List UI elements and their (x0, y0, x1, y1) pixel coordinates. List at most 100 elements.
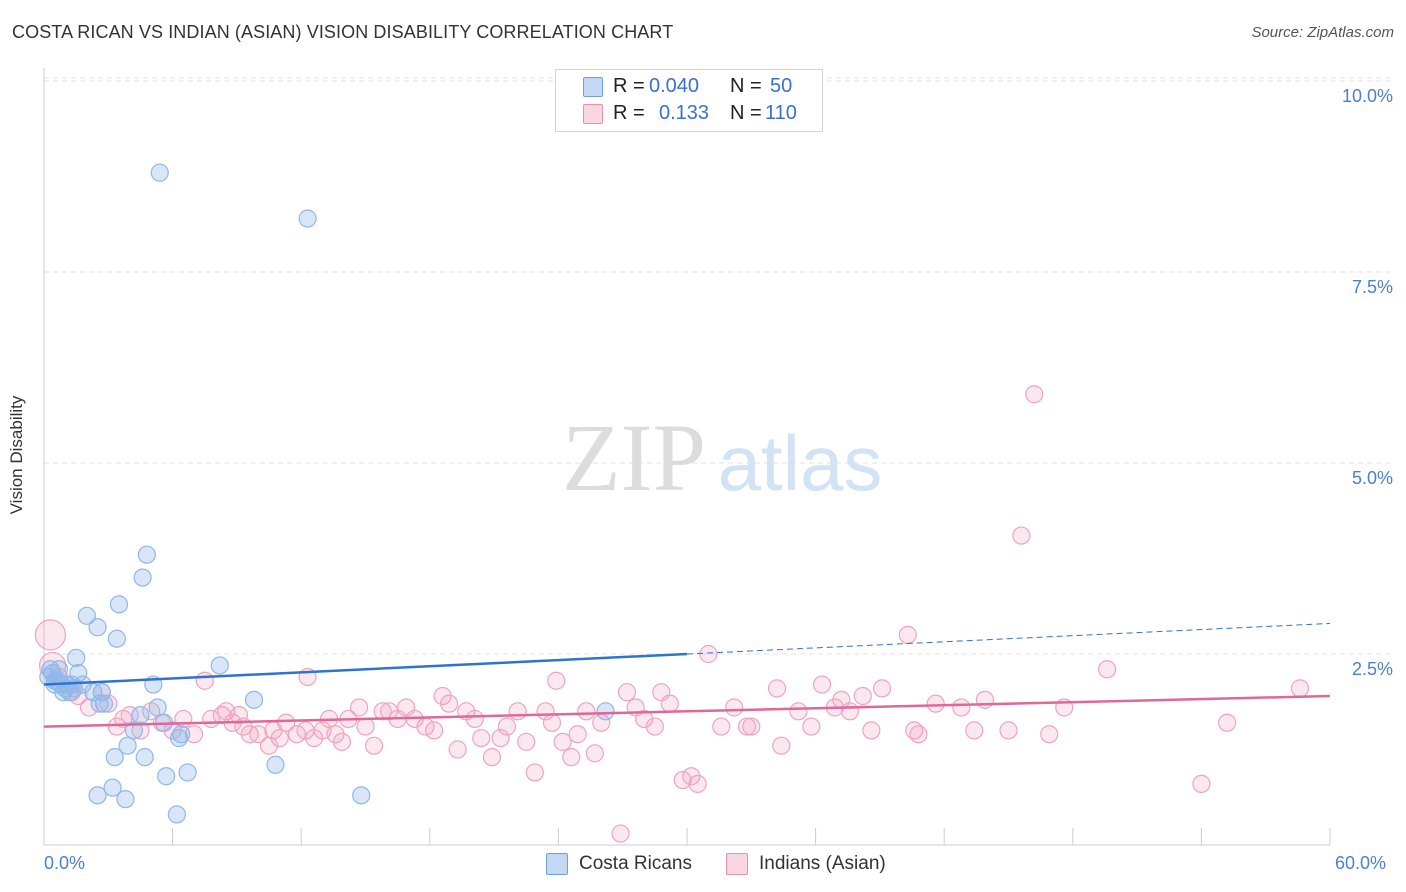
indian-point (1025, 385, 1044, 404)
indian-point (525, 763, 544, 782)
r-label: R = (613, 102, 645, 124)
indian-point (617, 683, 637, 702)
indian-point (249, 725, 268, 744)
r-value: 0.133 (659, 102, 710, 124)
chart-title: COSTA RICAN VS INDIAN (ASIAN) VISION DIS… (12, 22, 674, 42)
indian-point (326, 725, 345, 744)
indian-point (349, 698, 369, 717)
costa-rican-point (90, 694, 109, 713)
stats-row-costa: R = 0.040 N = 50 (556, 73, 822, 100)
costa-rican-point (105, 748, 124, 767)
indian-point (853, 686, 872, 706)
indian-point (812, 675, 832, 694)
indian-point (660, 694, 679, 713)
indian-point (562, 748, 581, 767)
legend-label: Costa Ricans (579, 853, 692, 874)
costa-rican-point (172, 725, 191, 744)
costa-rican-point (266, 755, 285, 774)
indian-point (448, 740, 467, 759)
indian-point (517, 732, 536, 751)
indian-point (577, 702, 596, 721)
costa-rican-point (88, 786, 107, 805)
costa-rican-point (69, 663, 88, 683)
costa-rican-trendline-extension (686, 622, 1331, 655)
legend-item-costa-ricans: Costa Ricans (546, 851, 706, 877)
indian-point (975, 690, 995, 709)
costa-rican-point (157, 767, 176, 786)
indian-point (802, 717, 821, 736)
indian-point (277, 713, 296, 732)
indian-point (952, 698, 971, 717)
indian-points (34, 385, 1310, 843)
indian-point (611, 824, 630, 843)
swatch-blue (583, 77, 603, 97)
costa-rican-point (94, 694, 114, 713)
costa-rican-point (107, 629, 126, 648)
indian-point (424, 721, 444, 740)
indian-point (229, 706, 249, 725)
indian-point (195, 671, 214, 690)
watermark-zip: ZIP (562, 404, 706, 511)
costa-rican-point (77, 606, 96, 625)
indian-point (840, 702, 859, 721)
indian-point (789, 702, 808, 721)
indian-point (107, 717, 126, 736)
swatch-pink (583, 104, 603, 124)
source-label: Source: ZipAtlas.com (1251, 24, 1394, 41)
indian-point (926, 694, 945, 713)
indian-point (862, 721, 881, 740)
costa-rican-point (124, 721, 144, 740)
costa-rican-point (148, 698, 167, 717)
y-tick-label: 10.0% (1341, 86, 1393, 106)
costa-rican-point (135, 748, 154, 767)
indian-point (965, 721, 984, 740)
indian-point (287, 725, 307, 744)
indian-point (131, 721, 150, 740)
costa-rican-point (45, 671, 64, 690)
costa-rican-trendline (43, 652, 688, 686)
indian-point (767, 679, 787, 698)
indian-point (1218, 713, 1237, 732)
indian-point (1012, 526, 1031, 545)
costa-rican-point (49, 660, 69, 679)
indian-point (1192, 774, 1211, 793)
indian-point (1290, 679, 1310, 698)
indian-point (742, 717, 761, 736)
r-label: R = (613, 75, 645, 97)
indian-point (465, 709, 484, 729)
costa-rican-point (298, 209, 317, 228)
indian-point (688, 774, 707, 793)
gridlines (44, 77, 1392, 655)
costa-rican-point (167, 805, 186, 824)
costa-rican-point (352, 786, 371, 805)
costa-rican-point (92, 683, 111, 702)
y-axis-title: Vision Disability (7, 395, 26, 515)
costa-rican-point (109, 595, 129, 614)
indian-point (553, 732, 572, 751)
n-value: 110 (765, 102, 797, 124)
indian-point (174, 709, 193, 729)
costa-rican-point (67, 648, 86, 667)
x-tick-label-max: 60.0% (1335, 853, 1387, 873)
indian-point (999, 721, 1018, 740)
costa-rican-point (150, 163, 169, 182)
indian-point (332, 732, 352, 751)
indian-point (585, 744, 604, 763)
indian-point (439, 694, 459, 713)
costa-rican-point (178, 763, 197, 782)
indian-point (645, 717, 664, 736)
legend-label: Indians (Asian) (759, 853, 886, 874)
costa-rican-point (131, 706, 150, 725)
indian-point (373, 702, 392, 721)
indian-point (433, 686, 452, 706)
r-value: 0.040 (649, 75, 700, 97)
indian-point (508, 702, 527, 721)
indian-point (898, 625, 917, 645)
costa-rican-point (118, 736, 137, 755)
costa-rican-point (133, 568, 152, 587)
x-tick-label-min: 0.0% (44, 853, 86, 873)
indian-point (497, 717, 517, 736)
indian-point (682, 767, 701, 786)
n-value: 50 (770, 75, 793, 97)
